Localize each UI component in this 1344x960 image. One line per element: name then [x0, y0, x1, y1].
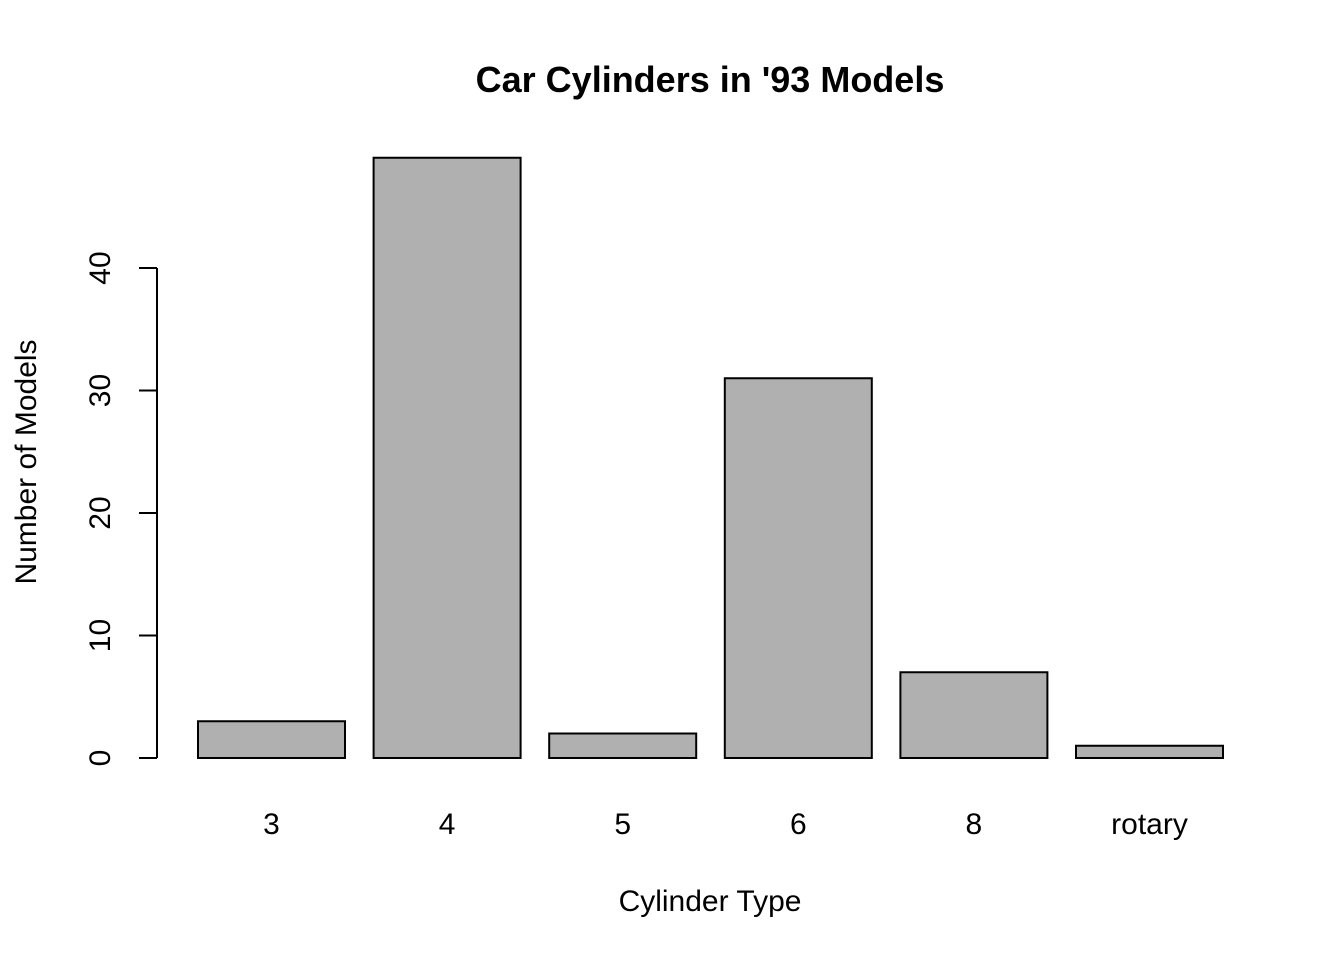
y-tick-label: 40 — [84, 251, 117, 284]
bar-rotary — [1075, 744, 1224, 759]
bar-4 — [372, 156, 522, 759]
y-tick-label: 0 — [84, 750, 117, 767]
x-tick-label: 6 — [790, 808, 807, 841]
bar-6 — [723, 377, 873, 759]
bar-5 — [548, 732, 698, 759]
x-tick-label: 5 — [614, 808, 631, 841]
bar-8 — [899, 671, 1049, 759]
y-axis-label: Number of Models — [10, 339, 43, 584]
x-tick-label: 4 — [439, 808, 456, 841]
bar-3 — [197, 720, 346, 759]
x-tick-label: 3 — [263, 808, 280, 841]
x-tick-labels: 3 4 5 6 8 rotary — [263, 808, 1188, 841]
y-axis: 0 10 20 30 40 — [84, 251, 158, 767]
y-tick-label: 20 — [84, 496, 117, 529]
x-tick-label: 8 — [966, 808, 983, 841]
y-tick-label: 30 — [84, 374, 117, 407]
bars-group — [197, 156, 1224, 759]
y-tick-label: 10 — [84, 619, 117, 652]
x-axis-label: Cylinder Type — [619, 885, 802, 918]
chart-title: Car Cylinders in '93 Models — [476, 59, 945, 100]
x-tick-label: rotary — [1111, 808, 1188, 841]
